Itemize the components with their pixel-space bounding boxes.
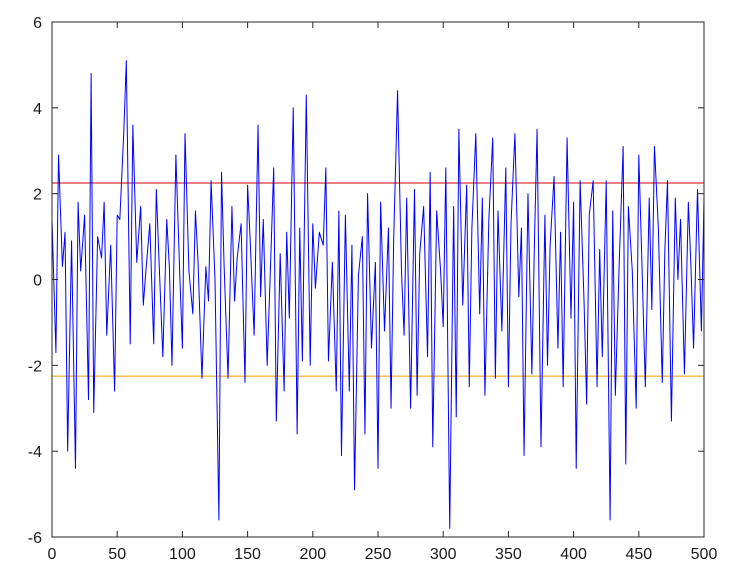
y-tick-label: -2 <box>28 358 42 375</box>
x-tick-label: 200 <box>299 546 326 563</box>
x-tick-label: 500 <box>691 546 718 563</box>
series-lines <box>51 60 705 529</box>
x-tick-label: 0 <box>48 546 57 563</box>
x-tick-label: 400 <box>560 546 587 563</box>
y-tick-label: 0 <box>33 273 42 290</box>
x-tick-label: 100 <box>169 546 196 563</box>
y-tick-label: -4 <box>28 444 42 461</box>
series-line-1 <box>51 60 705 529</box>
x-tick-label: 350 <box>495 546 522 563</box>
y-tick-label: -6 <box>28 530 42 547</box>
y-tick-label: 4 <box>33 101 42 118</box>
x-tick-label: 150 <box>234 546 261 563</box>
x-tick-label: 450 <box>625 546 652 563</box>
x-tick-label: 50 <box>108 546 126 563</box>
threshold-lines <box>52 182 704 377</box>
y-tick-label: 6 <box>33 15 42 32</box>
ticks: 0 50 100 150 200 250 300 350 400 450 500 -6 -4 -2 0 2 4 6 <box>28 15 718 563</box>
y-tick-label: 2 <box>33 187 42 204</box>
x-tick-label: 300 <box>430 546 457 563</box>
x-tick-label: 250 <box>365 546 392 563</box>
